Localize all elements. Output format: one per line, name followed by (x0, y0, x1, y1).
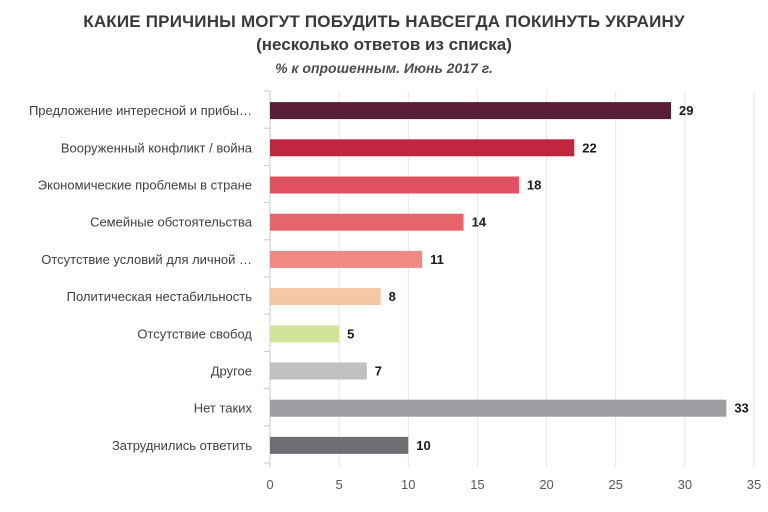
x-tick-label: 20 (539, 477, 553, 492)
bar (270, 288, 381, 306)
value-label: 29 (679, 103, 693, 118)
value-label: 10 (416, 438, 430, 453)
bar (270, 213, 464, 231)
value-label: 8 (389, 289, 396, 304)
bar (270, 102, 672, 120)
value-label: 14 (472, 215, 487, 230)
bar (270, 399, 727, 417)
value-label: 18 (527, 178, 541, 193)
category-label: Вооруженный конфликт / война (61, 140, 253, 155)
value-label: 22 (582, 140, 596, 155)
value-label: 11 (430, 252, 444, 267)
value-label: 33 (734, 401, 748, 416)
chart-note: % к опрошенным. Июнь 2017 г. (275, 60, 493, 76)
x-tick-label: 5 (336, 477, 343, 492)
bar (270, 250, 423, 268)
value-label: 7 (375, 364, 382, 379)
x-tick-label: 10 (401, 477, 415, 492)
x-tick-label: 30 (678, 477, 692, 492)
category-label: Затруднились ответить (112, 438, 252, 453)
category-label: Политическая нестабильность (67, 289, 253, 304)
chart-title: КАКИЕ ПРИЧИНЫ МОГУТ ПОБУДИТЬ НАВСЕГДА ПО… (83, 12, 685, 31)
bar (270, 436, 409, 454)
chart-subtitle: (несколько ответов из списка) (256, 35, 512, 54)
category-label: Экономические проблемы в стране (38, 178, 252, 193)
category-label: Нет таких (194, 401, 253, 416)
x-tick-label: 25 (608, 477, 622, 492)
x-tick-label: 0 (266, 477, 273, 492)
value-label: 5 (347, 326, 354, 341)
category-label: Семейные обстоятельства (90, 215, 253, 230)
x-tick-label: 15 (470, 477, 484, 492)
bar (270, 325, 340, 343)
category-label: Отсутствие условий для личной … (41, 252, 252, 267)
bar (270, 362, 367, 380)
bar (270, 176, 519, 194)
bar (270, 139, 575, 157)
category-label: Другое (211, 364, 252, 379)
category-label: Отсутствие свобод (137, 326, 252, 341)
x-tick-label: 35 (747, 477, 761, 492)
category-label: Предложение интересной и прибы… (29, 103, 252, 118)
